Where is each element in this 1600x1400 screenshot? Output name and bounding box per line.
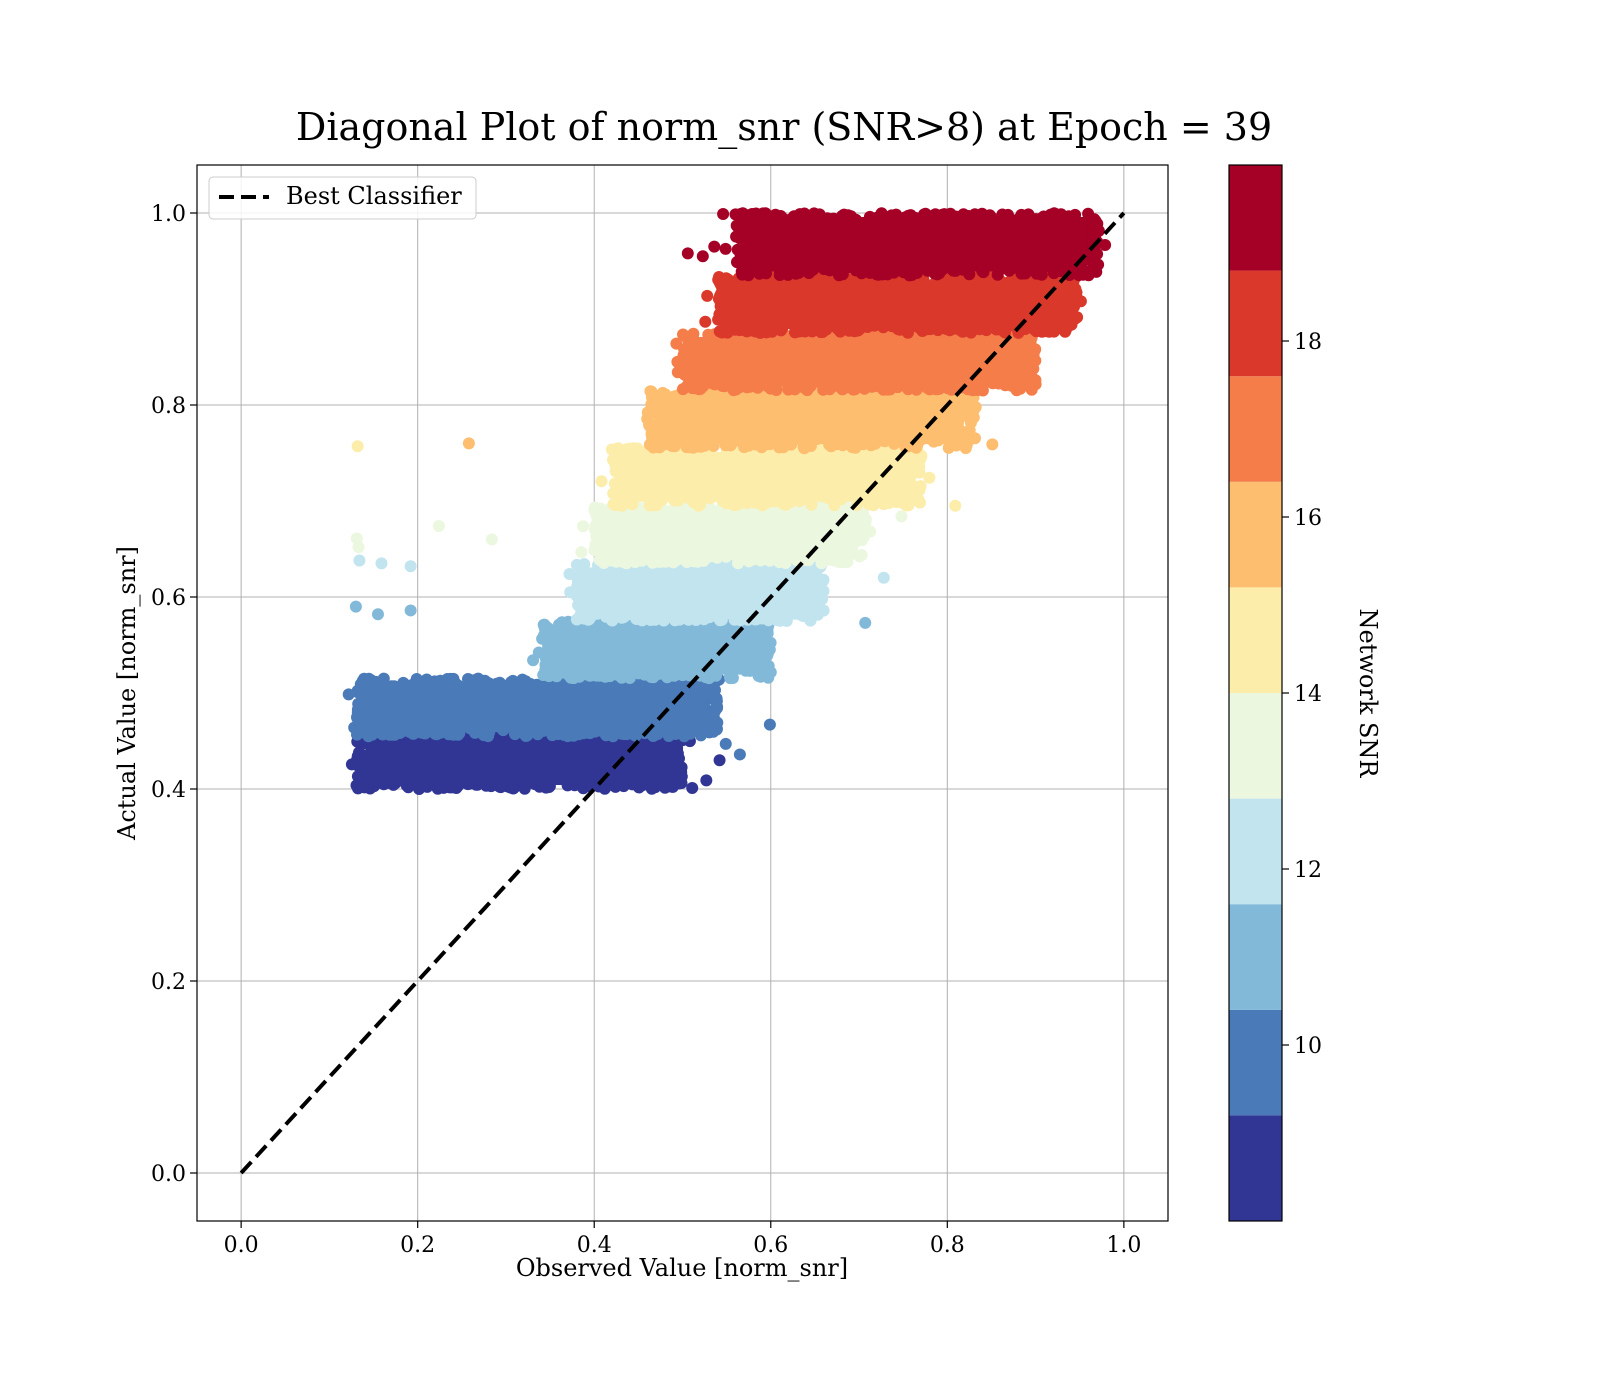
scatter-point [537, 618, 550, 631]
scatter-point [711, 702, 723, 715]
scatter-point [694, 729, 707, 742]
scatter-point [362, 672, 375, 685]
scatter-point [590, 509, 603, 522]
scatter-point [574, 609, 587, 622]
scatter-point [353, 708, 366, 721]
scatter-point [377, 672, 390, 685]
scatter-band-core [365, 740, 673, 785]
scatter-point [352, 782, 364, 795]
scatter-point [595, 475, 608, 488]
scatter-band-core [604, 509, 858, 560]
scatter-point [362, 730, 375, 743]
scatter-point [711, 716, 724, 729]
scatter-point [598, 782, 611, 795]
scatter-point [913, 496, 926, 509]
plot-area: 0.0 0.2 0.4 0.6 0.8 1.0 0.00.20.40.60.81.0 [151, 164, 1169, 1258]
scatter-points [342, 207, 1112, 795]
scatter-point [764, 666, 777, 679]
scatter-band-core [621, 452, 911, 502]
scatter-band-core [586, 567, 814, 617]
scatter-point [527, 654, 540, 667]
scatter-point [914, 480, 927, 493]
scatter-band-core [365, 682, 708, 733]
scatter-point [592, 531, 605, 544]
scatter-point [518, 782, 531, 795]
scatter-point [923, 471, 936, 484]
scatter-point [812, 596, 825, 609]
chart-title: Diagonal Plot of norm_snr (SNR>8) at Epo… [296, 105, 1272, 150]
scatter-point [444, 672, 457, 685]
scatter-point [353, 727, 365, 740]
scatter-point [577, 520, 590, 533]
scatter-band-core [551, 625, 761, 675]
scatter-point [675, 777, 688, 789]
scatter-point [539, 658, 552, 671]
scatter-point [351, 686, 364, 698]
scatter-point [600, 729, 613, 742]
scatter-point [575, 546, 588, 559]
